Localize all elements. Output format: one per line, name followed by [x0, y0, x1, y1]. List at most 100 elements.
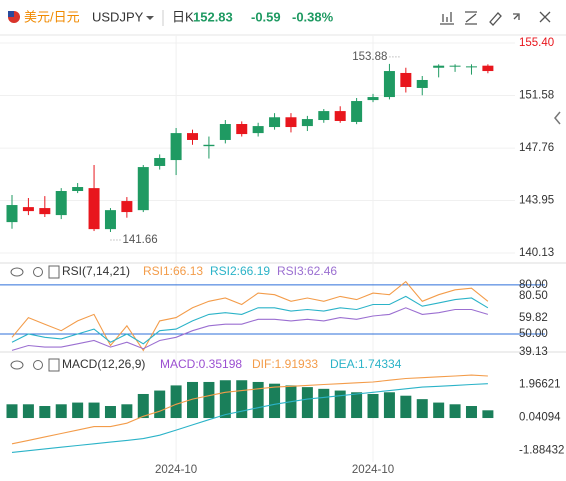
macd-bar	[154, 390, 166, 419]
y-tick-label: 140.13	[519, 247, 554, 259]
macd-bar	[367, 393, 379, 419]
candle-body	[351, 101, 363, 122]
macd-bar	[416, 399, 428, 419]
y-tick-label: 50.00	[519, 328, 548, 340]
legend-label: RSI3:62.46	[277, 264, 337, 278]
y-tick-label: 59.82	[519, 312, 548, 324]
y-tick-label: 39.13	[519, 346, 548, 358]
gear-icon[interactable]	[33, 360, 43, 370]
macd-bar	[121, 404, 133, 419]
candle-body	[482, 65, 494, 72]
candle-body	[203, 144, 215, 147]
fullscreen-button[interactable]	[539, 11, 551, 23]
y-tick-label: 80.00	[519, 279, 548, 291]
min-label: 141.66	[122, 234, 157, 246]
candle-body	[55, 191, 67, 216]
macd-bar	[137, 393, 149, 419]
y-tick-label: 1.96621	[519, 378, 561, 390]
macd-bar	[301, 387, 313, 419]
gear-icon[interactable]	[33, 267, 43, 277]
period[interactable]: 日K	[172, 9, 194, 24]
macd-bar	[39, 406, 51, 419]
macd-name: MACD(12,26,9)	[62, 357, 145, 371]
box-icon[interactable]	[48, 265, 60, 279]
candle-body	[137, 167, 149, 211]
flag-canton	[8, 11, 14, 17]
draw-button[interactable]	[465, 11, 477, 25]
max-label: 153.88	[352, 51, 387, 63]
y-tick-label: 0.04094	[519, 411, 561, 423]
macd-bar	[88, 402, 100, 419]
candle-body	[236, 124, 248, 135]
change-pct: -0.38%	[292, 9, 334, 24]
legend-label: RSI2:66.19	[210, 264, 270, 278]
macd-bar	[351, 392, 363, 419]
header-bar: 美元/日元 USDJPY 日K 152.83 -0.59 -0.38%	[8, 9, 551, 26]
y-tick-label: -1.88432	[519, 444, 564, 456]
candle-body	[104, 210, 116, 230]
indicator-line	[11, 280, 489, 352]
candle-body	[252, 126, 264, 134]
y-tick-label: 147.76	[519, 142, 554, 154]
pen-button[interactable]	[489, 12, 502, 26]
macd-bar	[55, 404, 67, 419]
pair-name[interactable]: 美元/日元	[24, 9, 80, 24]
legend-label: DEA:1.74334	[330, 357, 402, 371]
candle-body	[301, 119, 313, 127]
macd-bar	[433, 402, 445, 419]
indicator-line	[11, 295, 489, 345]
macd-bar	[269, 383, 281, 419]
macd-bar	[449, 404, 461, 419]
candle-body	[367, 97, 379, 101]
symbol[interactable]: USDJPY	[92, 9, 144, 24]
rsi-name: RSI(7,14,21)	[62, 264, 130, 278]
indicator-button[interactable]	[440, 12, 454, 25]
macd-bar	[22, 404, 34, 419]
candle-body	[219, 124, 231, 140]
macd-bar	[170, 385, 182, 419]
macd-bar	[465, 406, 477, 419]
candle-body	[72, 187, 84, 192]
price: 152.83	[193, 9, 233, 24]
dropdown-icon[interactable]	[146, 16, 154, 20]
macd-bar	[219, 380, 231, 419]
x-tick-label: 2024-10	[155, 464, 197, 476]
settings-button[interactable]	[513, 13, 520, 20]
legend-label: DIF:1.91933	[252, 357, 318, 371]
candle-body	[400, 72, 412, 88]
indicator-line	[11, 383, 488, 453]
eye-icon[interactable]	[10, 267, 24, 277]
y-tick-label: 80.50	[519, 290, 548, 302]
candle-body	[433, 65, 445, 68]
macd-bar	[187, 381, 199, 419]
change: -0.59	[251, 9, 281, 24]
macd-bar	[383, 392, 395, 419]
candle-body	[187, 133, 199, 140]
candle-body	[88, 188, 100, 230]
candle-body	[465, 66, 477, 68]
candle-body	[285, 117, 297, 128]
y-tick-label: 143.95	[519, 195, 554, 207]
macd-bar	[318, 388, 330, 419]
candle-body	[121, 201, 133, 213]
macd-header: MACD(12,26,9)	[10, 357, 145, 372]
macd-bar	[104, 406, 116, 419]
indicator-line	[11, 307, 489, 351]
legend-label: MACD:0.35198	[160, 357, 242, 371]
macd-bar	[400, 395, 412, 419]
candle-body	[449, 65, 461, 67]
box-icon[interactable]	[48, 358, 60, 372]
x-tick-label: 2024-10	[352, 464, 394, 476]
candle-body	[318, 111, 330, 121]
macd-bar	[482, 410, 494, 419]
collapse-arrow[interactable]	[554, 111, 561, 125]
candle-body	[39, 208, 51, 215]
candle-body	[154, 157, 166, 166]
macd-bar	[334, 390, 346, 419]
macd-bar	[72, 402, 84, 419]
macd-bar	[203, 381, 215, 419]
macd-bar	[236, 380, 248, 419]
candle-body	[6, 205, 18, 223]
eye-icon[interactable]	[10, 360, 24, 370]
